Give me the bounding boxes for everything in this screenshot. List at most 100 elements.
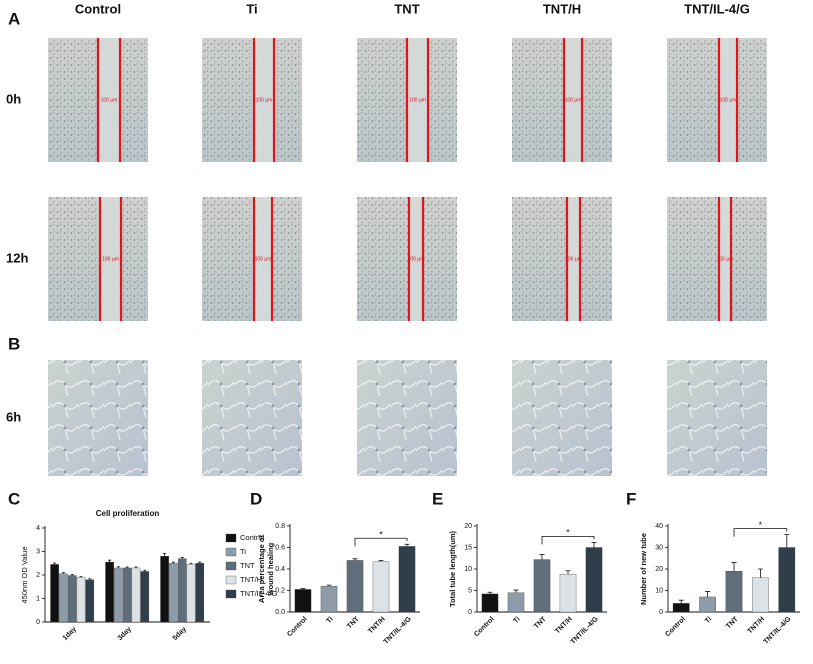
bar <box>481 593 499 613</box>
bar <box>507 592 525 613</box>
legend-swatch <box>225 589 237 599</box>
micrograph-texture <box>512 360 612 476</box>
error-bar <box>198 561 202 564</box>
scale-label: 100 μm <box>409 97 426 103</box>
bar <box>131 567 141 623</box>
significance-bracket <box>733 528 788 537</box>
error-bar <box>513 589 519 593</box>
wound-gap <box>719 197 731 321</box>
significance-label: * <box>759 520 763 530</box>
error-bar <box>404 543 410 547</box>
micrograph: 100 μm <box>357 197 457 321</box>
wound-gap <box>567 197 580 321</box>
micrograph-texture <box>48 360 148 476</box>
bar <box>398 546 416 613</box>
error-bar <box>88 578 92 580</box>
row-label: 12h <box>6 250 28 265</box>
column-header: TNT/H <box>543 1 581 16</box>
panel-label: E <box>432 489 443 508</box>
legend-swatch <box>225 575 237 585</box>
x-tick-label: Ti <box>704 616 713 625</box>
error-bar <box>125 566 129 568</box>
x-tick-label: Ti <box>512 616 521 625</box>
error-bar <box>565 570 571 575</box>
wound-gap <box>407 38 428 162</box>
micrograph: 100 μm <box>202 38 302 162</box>
column-header: TNT <box>394 1 419 16</box>
bar <box>294 589 312 613</box>
x-tick-label: Ti <box>325 616 334 625</box>
error-bar <box>70 574 74 576</box>
micrograph: 100 μm <box>357 38 457 162</box>
micrograph: 100 μm <box>667 197 767 321</box>
error-bar <box>378 560 384 562</box>
wound-gap <box>409 197 423 321</box>
legend-label: Control <box>240 533 265 542</box>
error-bar <box>784 534 790 548</box>
error-bar <box>591 541 597 548</box>
micrograph: 100 μm <box>48 38 148 162</box>
x-tick-label: TNT/H <box>367 616 387 636</box>
panel-label: A <box>8 9 20 28</box>
column-header: TNT/IL-4/G <box>684 1 750 16</box>
wound-gap <box>100 197 121 321</box>
significance-bracket <box>541 535 595 545</box>
y-tick-label: 3 <box>36 548 40 555</box>
error-bar <box>143 569 147 572</box>
error-bar <box>487 591 493 594</box>
significance-label: * <box>379 530 383 540</box>
micrograph-texture <box>202 38 302 162</box>
bar <box>76 577 86 623</box>
scale-label: 100 μm <box>101 97 118 103</box>
wound-gap <box>719 38 737 162</box>
error-bar <box>757 568 763 578</box>
bar <box>585 547 603 613</box>
y-tick-label: 10 <box>464 566 472 573</box>
micrograph: 100 μm <box>512 197 612 321</box>
significance-label: * <box>566 528 570 538</box>
x-tick-label: 5day <box>172 626 188 642</box>
error-bar <box>108 559 112 563</box>
x-tick-label: Control <box>473 616 496 639</box>
bar <box>372 561 390 613</box>
scale-label: 100 μm <box>256 97 273 103</box>
x-tick-label: TNT <box>533 615 548 630</box>
y-tick-label: 20 <box>655 566 663 573</box>
x-tick-label: Control <box>286 616 309 639</box>
scale-label: 100 μm <box>565 256 582 262</box>
x-tick-label: 1day <box>62 626 78 642</box>
panel-label: F <box>626 489 636 508</box>
legend-label: TNT/H <box>240 575 262 584</box>
bar <box>778 547 796 613</box>
micrograph-texture <box>202 360 302 476</box>
micrograph-texture <box>357 360 457 476</box>
x-tick-label: Control <box>664 616 687 639</box>
error-bar <box>79 576 83 578</box>
error-bar <box>53 562 57 565</box>
bar <box>105 561 114 623</box>
chart-title: Cell proliferation <box>96 509 160 518</box>
scale-label: 100 μm <box>717 256 734 262</box>
micrograph <box>48 360 148 476</box>
error-bar <box>163 552 167 557</box>
bar <box>320 586 338 613</box>
y-tick-label: 15 <box>464 544 472 551</box>
y-axis-label: Area percentage of <box>257 535 266 603</box>
bar <box>725 571 743 613</box>
bar <box>699 596 716 613</box>
legend-swatch <box>225 547 237 557</box>
y-tick-label: 0.6 <box>275 544 285 551</box>
micrograph-texture <box>512 197 612 321</box>
error-bar <box>116 566 120 568</box>
bar <box>533 559 551 613</box>
error-bar <box>678 599 684 604</box>
y-axis-label: Total tube length(um) <box>448 530 457 607</box>
x-tick-label: TNT <box>346 615 361 630</box>
column-header: Control <box>75 1 121 16</box>
error-bar <box>731 562 737 572</box>
y-tick-label: 5 <box>468 587 472 594</box>
micrograph <box>667 360 767 476</box>
error-bar <box>705 591 711 597</box>
bar <box>67 575 77 623</box>
bar <box>752 577 769 613</box>
